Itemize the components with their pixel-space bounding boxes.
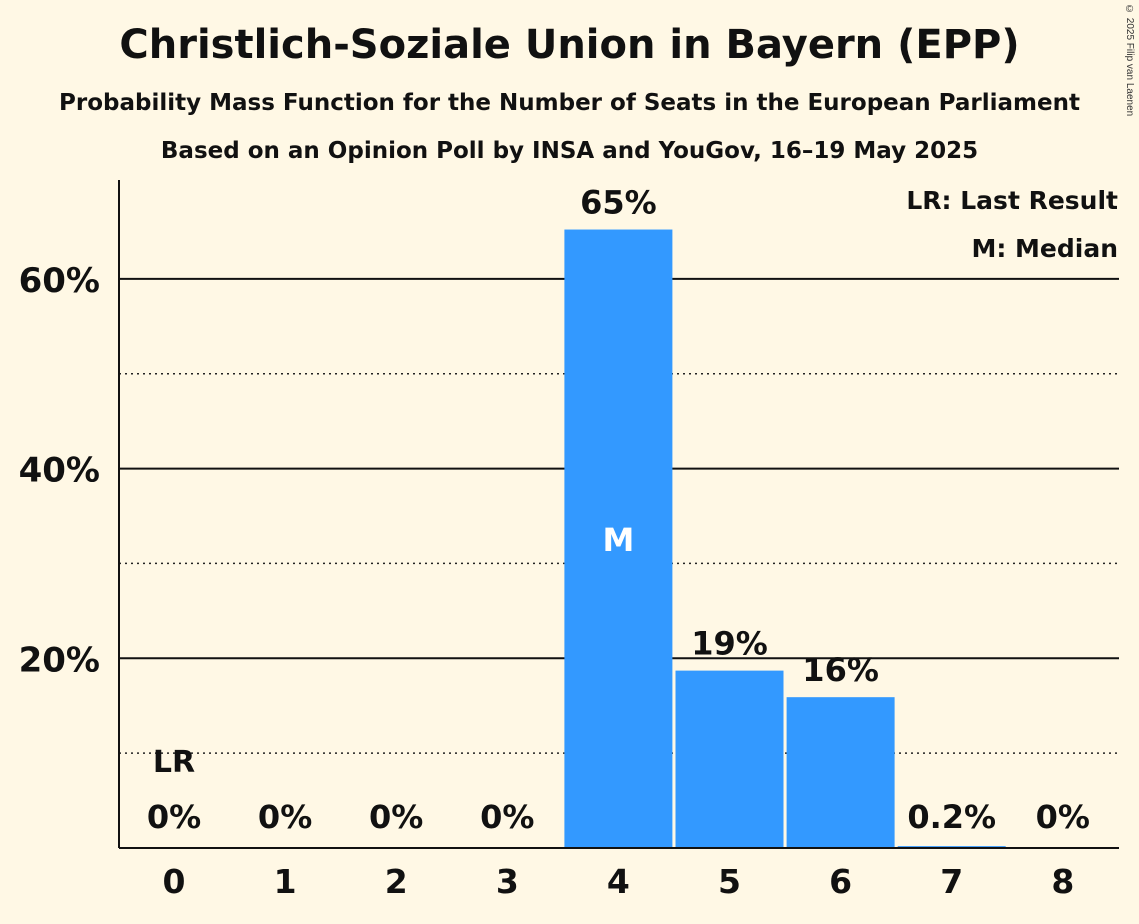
x-tick-label: 2 [385,862,408,901]
bar [564,229,673,848]
x-tick-label: 7 [940,862,963,901]
x-tick-label: 0 [163,862,186,901]
x-tick-label: 3 [496,862,519,901]
legend-entry: M: Median [971,234,1118,263]
chart-subtitle: Probability Mass Function for the Number… [59,90,1080,116]
chart-title: Christlich-Soziale Union in Bayern (EPP) [119,22,1020,68]
data-label: 0% [369,798,423,836]
median-marker: M [602,521,634,559]
data-label: 0% [480,798,534,836]
last-result-marker: LR [153,745,195,780]
y-tick-label: 40% [19,451,100,491]
data-label: 0% [147,798,201,836]
x-tick-label: 4 [607,862,630,901]
y-tick-label: 60% [19,261,100,301]
x-tick-label: 5 [718,862,741,901]
bar [786,697,895,848]
data-label: 16% [802,651,879,689]
bar [675,670,784,848]
data-label: 0.2% [907,798,996,836]
x-tick-label: 6 [829,862,852,901]
data-label: 19% [691,625,768,663]
legend-entry: LR: Last Result [906,186,1118,215]
x-tick-label: 1 [274,862,297,901]
y-tick-label: 20% [19,640,100,680]
data-label: 0% [258,798,312,836]
chart-subtitle-source: Based on an Opinion Poll by INSA and You… [160,138,979,164]
data-label: 65% [580,184,657,222]
copyright-notice: © 2025 Filip van Laenen [1124,4,1135,117]
x-tick-label: 8 [1051,862,1074,901]
data-label: 0% [1036,798,1090,836]
